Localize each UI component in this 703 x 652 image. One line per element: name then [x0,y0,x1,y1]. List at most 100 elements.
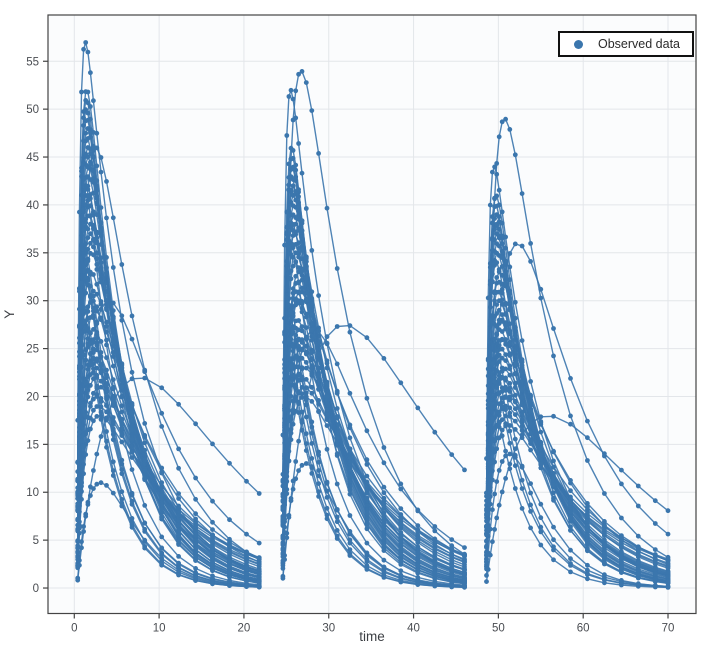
data-point-marker[interactable] [585,528,590,533]
data-point-marker[interactable] [415,405,421,411]
data-point-marker[interactable] [98,384,104,390]
data-point-marker[interactable] [432,524,438,529]
data-point-marker[interactable] [94,321,100,327]
data-point-marker[interactable] [381,543,387,549]
data-point-marker[interactable] [98,362,104,367]
data-point-marker[interactable] [293,332,299,338]
data-point-marker[interactable] [334,324,340,329]
data-point-marker[interactable] [519,243,525,249]
data-point-marker[interactable] [484,511,489,517]
data-point-marker[interactable] [210,534,215,540]
data-point-marker[interactable] [91,355,96,361]
data-point-marker[interactable] [619,515,624,521]
data-point-marker[interactable] [496,317,502,323]
data-point-marker[interactable] [288,393,294,399]
data-point-marker[interactable] [284,295,290,301]
data-point-marker[interactable] [299,69,305,74]
data-point-marker[interactable] [303,360,309,365]
data-point-marker[interactable] [129,437,135,442]
data-point-marker[interactable] [492,337,497,342]
data-point-marker[interactable] [449,563,455,569]
data-point-marker[interactable] [256,584,262,590]
data-point-marker[interactable] [507,451,513,457]
data-point-marker[interactable] [193,475,199,481]
data-point-marker[interactable] [176,538,182,544]
data-point-marker[interactable] [602,527,607,532]
data-point-marker[interactable] [519,338,525,343]
data-point-marker[interactable] [528,447,533,453]
data-point-marker[interactable] [83,357,89,363]
subject-trace-line[interactable] [77,185,260,583]
data-point-marker[interactable] [398,522,404,528]
data-point-marker[interactable] [619,582,624,588]
data-point-marker[interactable] [296,468,301,473]
data-point-marker[interactable] [296,290,301,296]
data-point-marker[interactable] [176,465,182,471]
data-point-marker[interactable] [288,363,294,369]
data-point-marker[interactable] [512,385,518,390]
data-point-marker[interactable] [585,576,590,582]
data-point-marker[interactable] [619,564,624,570]
data-point-marker[interactable] [499,209,505,215]
data-point-marker[interactable] [551,353,556,359]
data-point-marker[interactable] [244,583,249,589]
data-point-marker[interactable] [398,538,404,544]
data-point-marker[interactable] [494,302,500,307]
data-point-marker[interactable] [499,355,505,361]
data-point-marker[interactable] [119,503,125,509]
data-point-marker[interactable] [256,562,262,567]
data-point-marker[interactable] [585,435,590,441]
data-point-marker[interactable] [492,425,497,431]
data-point-marker[interactable] [665,554,671,560]
data-point-marker[interactable] [538,529,544,535]
data-point-marker[interactable] [364,526,370,532]
data-point-marker[interactable] [347,390,353,396]
data-point-marker[interactable] [494,515,500,521]
data-point-marker[interactable] [538,542,544,548]
data-point-marker[interactable] [88,403,93,409]
data-point-marker[interactable] [227,544,232,549]
data-point-marker[interactable] [284,426,290,431]
data-point-marker[interactable] [94,281,100,287]
data-point-marker[interactable] [119,439,125,445]
data-point-marker[interactable] [296,438,301,444]
data-point-marker[interactable] [398,380,404,386]
data-point-marker[interactable] [309,327,315,333]
data-point-marker[interactable] [142,440,148,446]
data-point-marker[interactable] [449,452,455,457]
data-point-marker[interactable] [142,520,148,526]
data-point-marker[interactable] [91,339,96,345]
data-point-marker[interactable] [299,418,305,423]
data-point-marker[interactable] [507,423,513,428]
data-point-marker[interactable] [83,413,89,419]
data-point-marker[interactable] [334,528,340,533]
subject-trace-line[interactable] [485,338,669,575]
data-point-marker[interactable] [309,312,315,317]
subject-trace-line[interactable] [77,194,260,581]
data-point-marker[interactable] [79,280,84,286]
data-point-marker[interactable] [619,555,624,561]
data-point-marker[interactable] [494,348,500,353]
data-point-marker[interactable] [528,438,533,444]
data-point-marker[interactable] [551,458,556,464]
data-point-marker[interactable] [290,348,296,354]
data-point-marker[interactable] [490,507,495,513]
data-point-marker[interactable] [538,429,544,435]
data-point-marker[interactable] [176,532,182,538]
data-point-marker[interactable] [347,329,353,335]
data-point-marker[interactable] [296,336,301,342]
data-point-marker[interactable] [462,578,467,583]
data-point-marker[interactable] [110,426,116,432]
data-point-marker[interactable] [293,273,299,279]
data-point-marker[interactable] [176,567,182,573]
data-point-marker[interactable] [665,584,671,589]
data-point-marker[interactable] [619,569,624,575]
data-point-marker[interactable] [303,256,309,262]
subject-trace-line[interactable] [282,243,465,579]
data-point-marker[interactable] [462,567,467,573]
data-point-marker[interactable] [91,468,96,473]
data-point-marker[interactable] [104,179,109,184]
data-point-marker[interactable] [496,370,502,375]
data-point-marker[interactable] [210,441,215,447]
data-point-marker[interactable] [492,298,497,304]
